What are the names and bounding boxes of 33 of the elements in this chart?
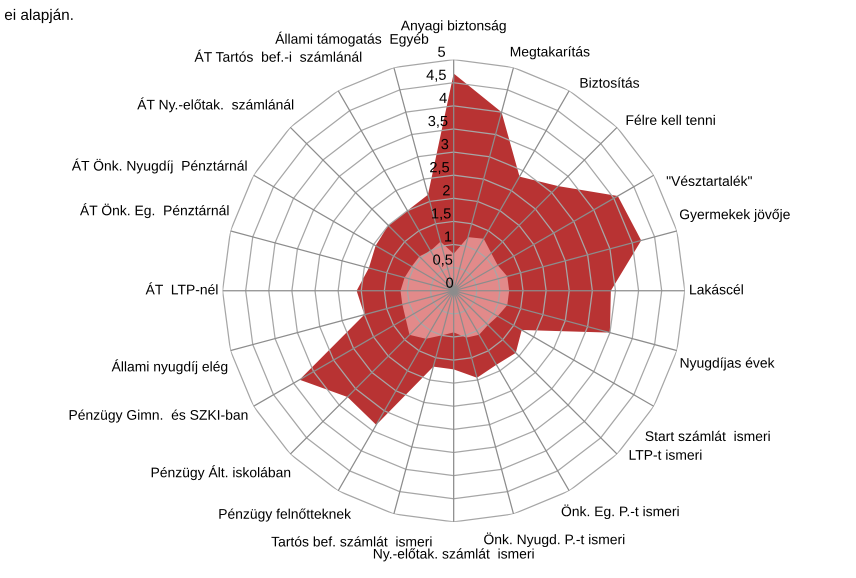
spoke-label: Állami nyugdíj elég [112, 359, 228, 374]
y-tick-label: 0,5 [433, 254, 452, 266]
spoke-label: Start számlát ismeri [645, 430, 770, 442]
spoke-label: Ny.-előtak. számlát ismeri [374, 548, 534, 562]
spoke-label: Pénzügy Gimn. és SZKI-ban [70, 409, 248, 423]
spoke-label: ÁT Tartós bef.-i számlánál [194, 50, 362, 62]
spoke-label: ÁT LTP-nél [146, 282, 218, 294]
spoke-label: Félre kell tenni [626, 114, 715, 126]
spoke-label: Megtakarítás [510, 46, 590, 60]
spoke-label: Biztosítás [580, 77, 640, 88]
y-tick-label: 4 [439, 92, 447, 103]
spoke-label: ÁT Önk. Eg. Pénztárnál [80, 203, 229, 218]
y-tick-label: 0 [446, 278, 454, 288]
y-tick-label: 4,5 [426, 70, 446, 82]
spoke-label: Anyagi biztonság [400, 20, 506, 34]
y-tick-label: 1 [445, 231, 452, 242]
spoke-label: LTP-t ismeri [630, 450, 702, 460]
y-tick-label: 1,5 [432, 208, 451, 220]
text: ei alapján. [4, 8, 73, 24]
spoke-label: Gyermekek jövője [680, 208, 790, 222]
spoke-label: Tartós bef. számlát ismeri [271, 536, 432, 547]
spoke-label: "Vésztartalék" [666, 176, 752, 186]
spoke-label: Pénzügy felnőtteknek [219, 508, 352, 522]
spoke-label: ÁT Önk. Nyugdíj Pénztárnál [72, 158, 247, 174]
spoke-label: Önk. Nyugd. P.-t ismeri [484, 532, 624, 548]
spoke-label: Nyugdíjas évek [680, 357, 775, 371]
spoke-label: ÁT Ny.-előtak. számlánál [137, 97, 294, 112]
spoke-label: Pénzügy Ált. iskolában [152, 465, 290, 480]
y-tick-label: 3 [441, 138, 448, 150]
spoke-label: Önk. Eg. P.-t ismeri [562, 504, 679, 520]
y-tick-label: 5 [438, 46, 446, 57]
y-tick-label: 2 [443, 185, 450, 196]
spoke-label: Lakáscél [690, 284, 743, 294]
